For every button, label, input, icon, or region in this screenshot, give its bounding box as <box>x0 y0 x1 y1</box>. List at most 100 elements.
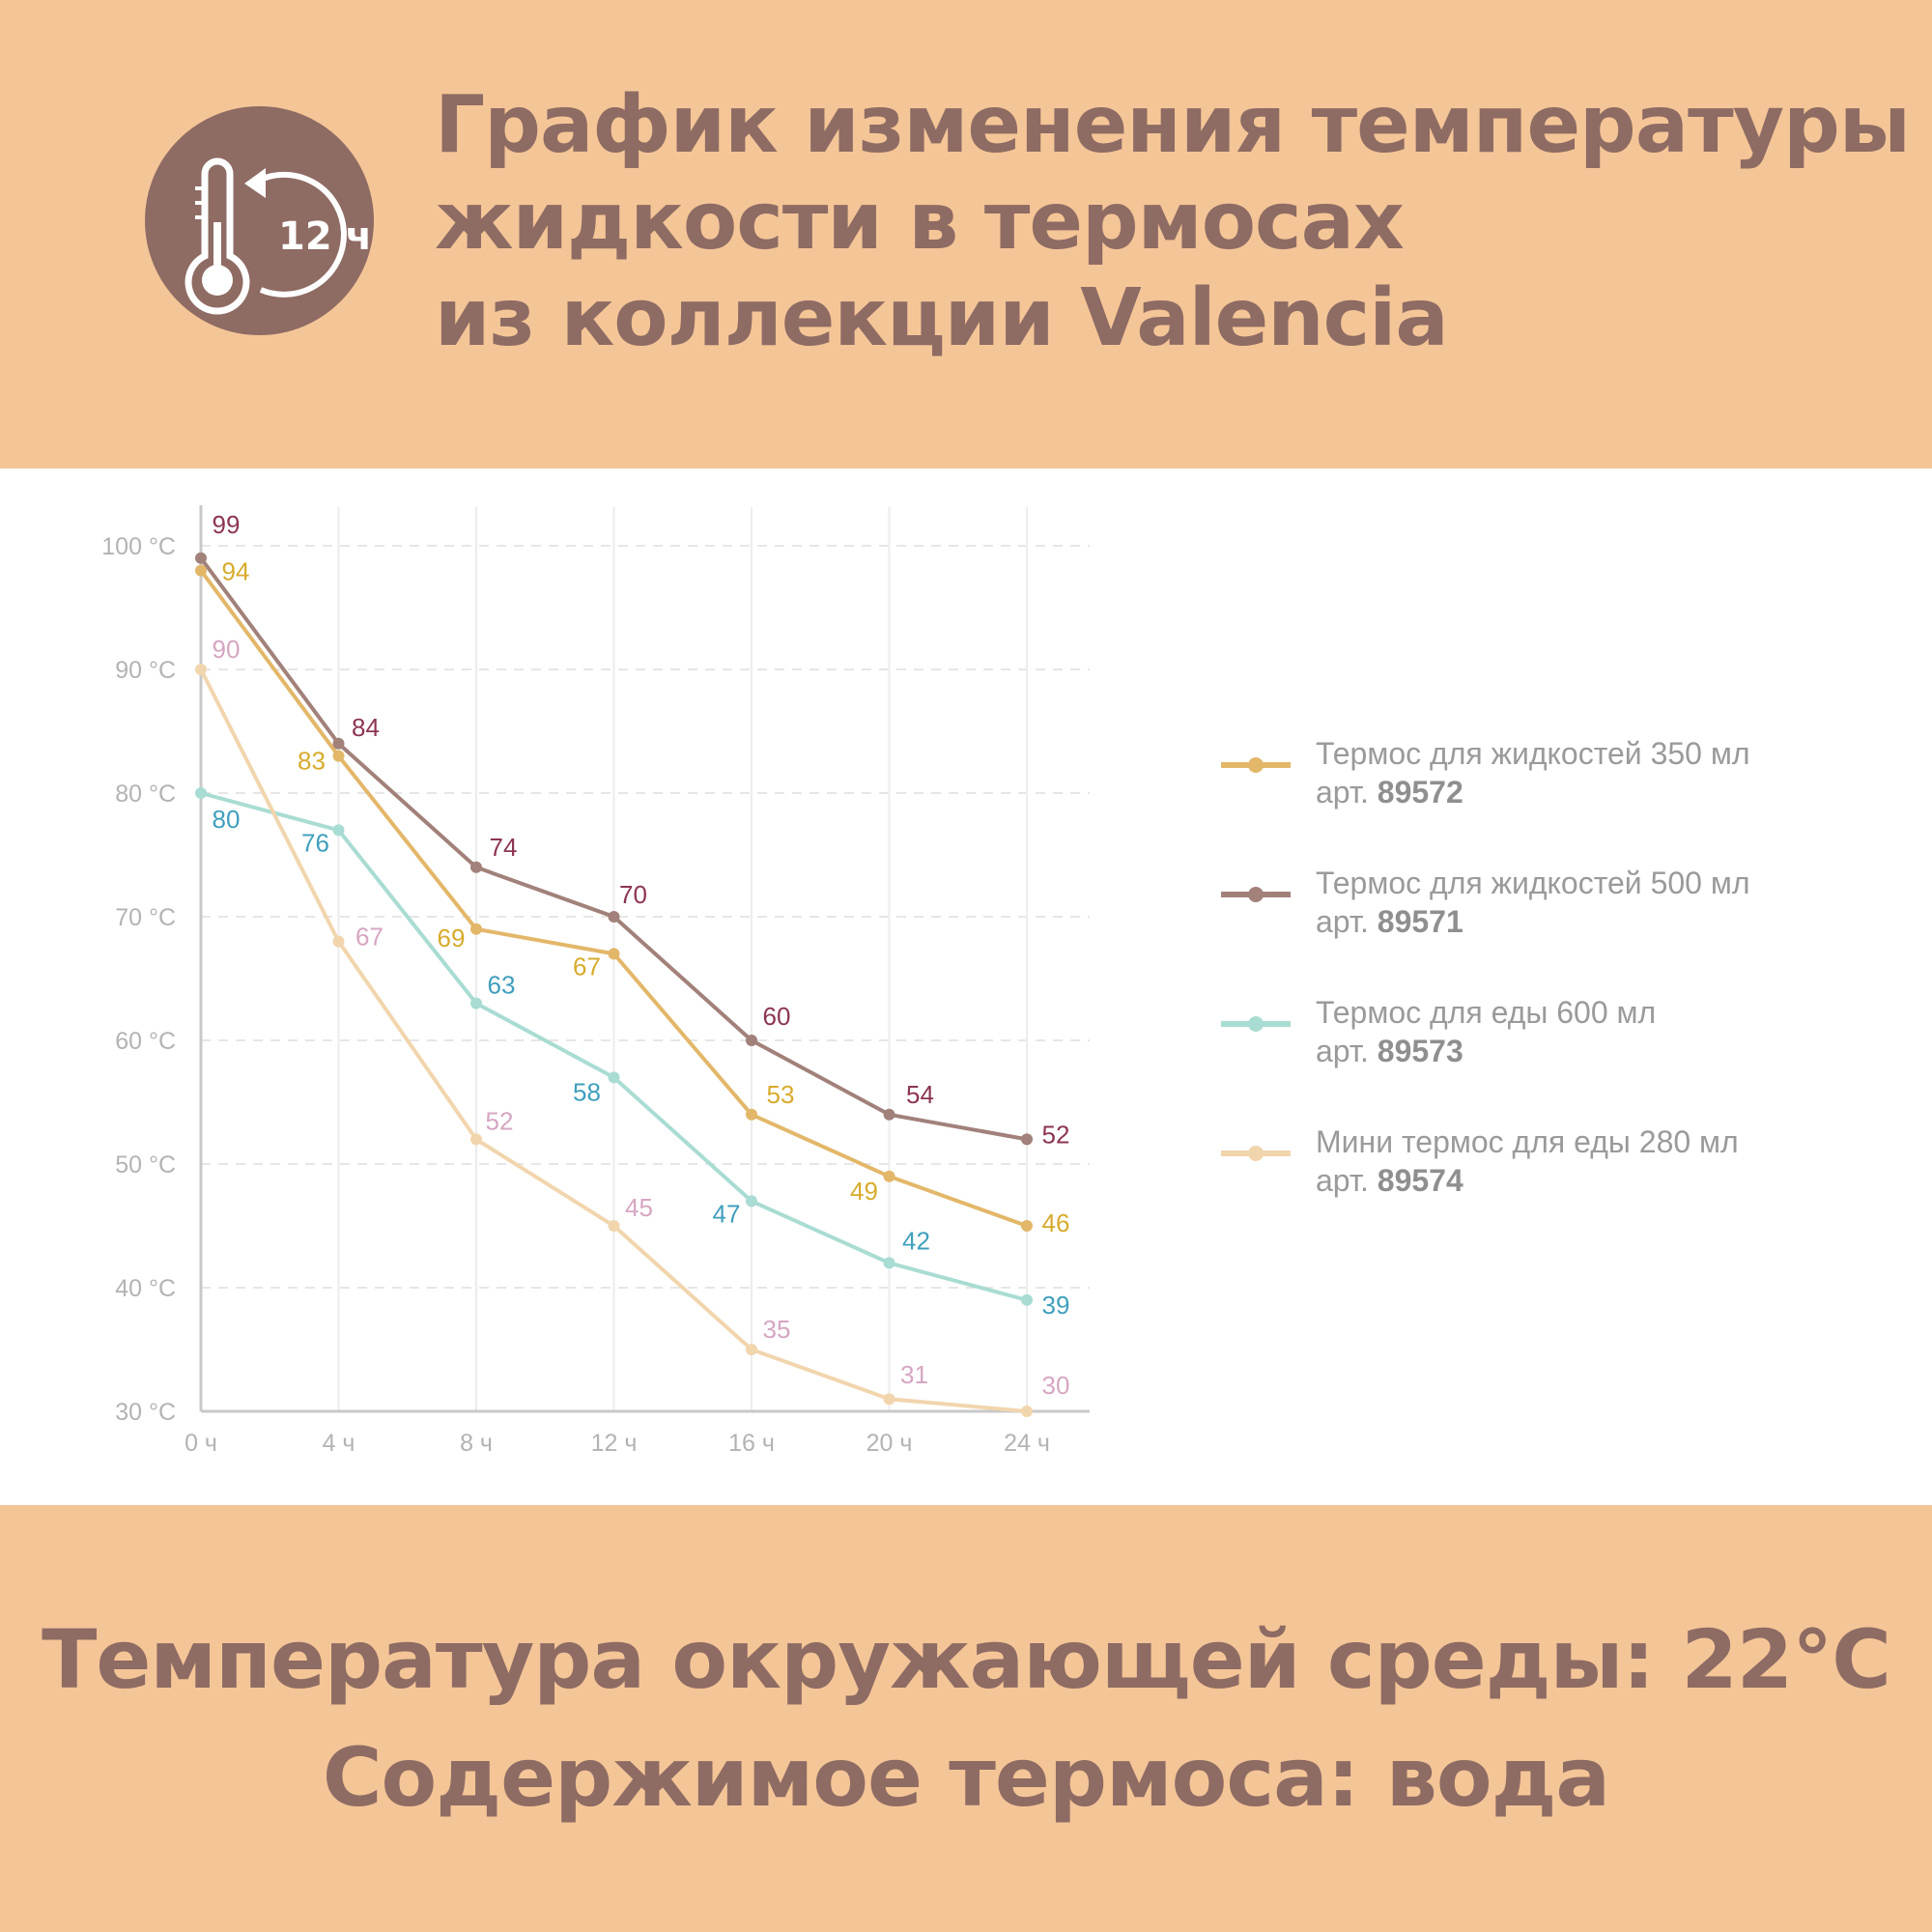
x-tick-label: 16 ч <box>728 1430 775 1457</box>
data-point <box>195 664 207 675</box>
data-label: 94 <box>222 557 250 586</box>
legend-art-number: 89574 <box>1377 1163 1463 1198</box>
page-title: График изменения температуры жидкости в … <box>435 77 1911 367</box>
data-point <box>332 750 345 762</box>
data-label: 52 <box>486 1106 514 1135</box>
legend-swatch-icon <box>1221 887 1291 902</box>
data-label: 39 <box>1042 1291 1070 1320</box>
data-point <box>883 1170 895 1182</box>
x-tick-label: 0 ч <box>185 1430 217 1457</box>
footer-banner: Температура окружающей среды: 22°C Содер… <box>0 1505 1932 1932</box>
badge-label: 12 ч <box>278 214 372 259</box>
x-tick-label: 4 ч <box>323 1430 355 1457</box>
contents-note: Содержимое термоса: вода <box>322 1730 1610 1825</box>
data-point <box>746 1195 757 1208</box>
data-point <box>746 1035 757 1046</box>
legend-art-prefix: арт. <box>1316 904 1369 939</box>
data-label: 45 <box>625 1193 653 1222</box>
y-tick-label: 100 °C <box>101 533 176 560</box>
y-tick-label: 60 °C <box>115 1028 176 1055</box>
data-label: 83 <box>298 747 326 776</box>
data-label: 63 <box>488 971 516 1000</box>
data-label: 67 <box>355 923 384 952</box>
data-point <box>608 1071 620 1084</box>
data-point <box>608 911 620 923</box>
data-point <box>195 552 207 564</box>
data-label: 49 <box>850 1177 878 1206</box>
data-point <box>883 1393 895 1406</box>
legend-item: Термос для еды 600 мл арт. 89573 <box>1219 993 1895 1122</box>
legend-art-number: 89571 <box>1377 904 1463 939</box>
y-tick-label: 40 °C <box>115 1275 176 1302</box>
data-point <box>1021 1133 1033 1146</box>
data-point <box>195 787 207 799</box>
data-point <box>470 997 482 1009</box>
data-point <box>332 737 345 750</box>
data-point <box>332 824 345 837</box>
legend-name: Термос для жидкостей 350 мл <box>1316 736 1750 771</box>
legend-art-prefix: арт. <box>1316 775 1369 810</box>
legend-name: Мини термос для еды 280 мл <box>1316 1124 1739 1159</box>
data-point <box>470 923 482 935</box>
legend-art-prefix: арт. <box>1316 1163 1369 1198</box>
legend-swatch-icon <box>1221 757 1291 773</box>
x-tick-label: 8 ч <box>460 1430 493 1457</box>
data-label: 84 <box>352 713 380 742</box>
data-point <box>332 935 345 948</box>
legend-art-prefix: арт. <box>1316 1034 1369 1068</box>
title-line-1: График изменения температуры <box>435 79 1911 171</box>
x-tick-label: 20 ч <box>867 1430 913 1457</box>
data-label: 53 <box>767 1080 795 1109</box>
legend-swatch-icon <box>1221 1146 1291 1161</box>
data-label: 46 <box>1042 1208 1070 1237</box>
data-label: 80 <box>213 805 241 834</box>
legend-name: Термос для жидкостей 500 мл <box>1316 866 1750 900</box>
data-label: 69 <box>438 923 466 952</box>
header-banner: 12 ч График изменения температуры жидкос… <box>0 0 1932 469</box>
data-label: 35 <box>763 1315 791 1344</box>
legend-swatch-icon <box>1221 1016 1291 1032</box>
data-point <box>195 564 207 577</box>
data-label: 74 <box>490 833 518 862</box>
title-line-2: жидкости в термосах <box>435 176 1405 268</box>
y-tick-label: 30 °C <box>115 1399 176 1426</box>
y-tick-label: 90 °C <box>115 657 176 684</box>
data-point <box>883 1257 895 1269</box>
data-label: 52 <box>1042 1120 1070 1149</box>
chart-panel: 30 °C 40 °C 50 °C 60 °C 70 °C 80 °C 90 °C 100 °… <box>0 469 1932 1505</box>
data-point <box>470 861 482 873</box>
data-point <box>608 948 620 960</box>
data-label: 58 <box>573 1077 601 1106</box>
data-point <box>1021 1220 1033 1232</box>
data-label: 60 <box>763 1002 791 1031</box>
thermometer-timer-icon: 12 ч <box>145 106 374 335</box>
data-label: 31 <box>900 1360 928 1389</box>
data-label: 70 <box>619 880 647 909</box>
chart-legend: Термос для жидкостей 350 мл арт. 89572 Т… <box>1219 734 1895 1252</box>
data-label: 76 <box>301 828 329 857</box>
x-tick-label: 24 ч <box>1004 1430 1050 1457</box>
data-label: 99 <box>213 510 241 539</box>
data-label: 90 <box>213 635 241 664</box>
data-point <box>470 1133 482 1146</box>
legend-name: Термос для еды 600 мл <box>1316 995 1657 1030</box>
data-label: 30 <box>1042 1371 1070 1400</box>
data-point <box>883 1108 895 1121</box>
x-tick-label: 12 ч <box>591 1430 638 1457</box>
legend-item: Мини термос для еды 280 мл арт. 89574 <box>1219 1122 1895 1252</box>
data-point <box>746 1108 757 1121</box>
data-label: 47 <box>713 1199 741 1228</box>
data-point <box>1021 1293 1033 1306</box>
legend-art-number: 89573 <box>1377 1034 1463 1068</box>
data-label: 67 <box>573 952 601 980</box>
legend-art-number: 89572 <box>1377 775 1463 810</box>
data-point <box>1021 1406 1033 1417</box>
y-tick-label: 70 °C <box>115 904 176 931</box>
title-line-3: из коллекции Valencia <box>435 272 1449 364</box>
legend-item: Термос для жидкостей 350 мл арт. 89572 <box>1219 734 1895 864</box>
data-label: 54 <box>906 1080 934 1109</box>
y-tick-label: 80 °C <box>115 781 176 808</box>
legend-item: Термос для жидкостей 500 мл арт. 89571 <box>1219 864 1895 993</box>
data-point <box>746 1344 757 1355</box>
temperature-chart: 30 °C 40 °C 50 °C 60 °C 70 °C 80 °C 90 °C 100 °… <box>101 505 1090 1457</box>
